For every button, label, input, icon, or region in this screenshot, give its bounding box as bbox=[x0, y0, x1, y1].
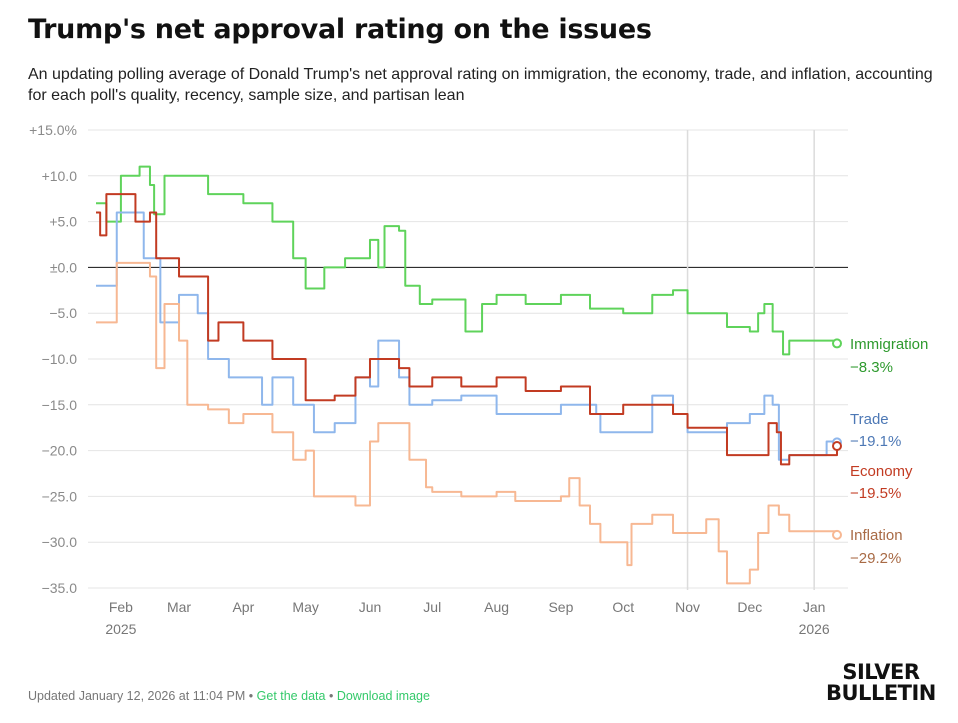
series-line-inflation bbox=[96, 261, 838, 585]
legend-value-inflation: −29.2% bbox=[850, 550, 901, 567]
end-marker-inflation bbox=[832, 529, 842, 540]
chart-title: Trump's net approval rating on the issue… bbox=[28, 14, 652, 45]
y-tick-label: +5.0 bbox=[49, 214, 77, 230]
x-tick-label: Sep bbox=[548, 599, 573, 615]
x-tick-label: Mar bbox=[167, 599, 191, 615]
x-tick-label: Feb bbox=[109, 599, 133, 615]
footer: Updated January 12, 2026 at 11:04 PM • G… bbox=[28, 689, 430, 703]
updated-timestamp: Updated January 12, 2026 at 11:04 PM bbox=[28, 689, 246, 703]
legend-value-immigration: −8.3% bbox=[850, 359, 893, 376]
legend-value-economy: −19.5% bbox=[850, 485, 901, 502]
x-tick-year: 2025 bbox=[105, 621, 136, 637]
legend-label-trade: Trade bbox=[850, 411, 889, 428]
y-tick-label: −20.0 bbox=[42, 443, 78, 459]
series-line-economy bbox=[96, 193, 838, 466]
x-tick-label: May bbox=[292, 599, 318, 615]
silver-bulletin-logo: SILVER BULLETIN bbox=[826, 662, 936, 704]
download-image-link[interactable]: Download image bbox=[336, 689, 430, 703]
y-tick-label: +15.0% bbox=[29, 122, 77, 138]
x-tick-label: Jul bbox=[423, 599, 441, 615]
y-tick-label: −30.0 bbox=[42, 534, 78, 550]
x-tick-year: 2026 bbox=[799, 621, 830, 637]
x-tick-label: Jun bbox=[359, 599, 382, 615]
logo-line2: BULLETIN bbox=[826, 681, 936, 705]
x-tick-label: Dec bbox=[737, 599, 762, 615]
series-line-trade bbox=[96, 211, 838, 461]
legend-label-immigration: Immigration bbox=[850, 336, 928, 353]
series-line-immigration bbox=[96, 165, 838, 356]
logo-line1: SILVER bbox=[842, 660, 920, 684]
y-tick-label: −35.0 bbox=[42, 580, 78, 596]
y-tick-label: −15.0 bbox=[42, 397, 78, 413]
legend-label-economy: Economy bbox=[850, 463, 913, 480]
legend-value-trade: −19.1% bbox=[850, 433, 901, 450]
x-tick-label: Oct bbox=[612, 599, 634, 615]
x-tick-label: Nov bbox=[675, 599, 700, 615]
separator: • bbox=[248, 689, 254, 703]
get-data-link[interactable]: Get the data bbox=[256, 689, 326, 703]
x-tick-label: Apr bbox=[232, 599, 254, 615]
y-tick-label: ±0.0 bbox=[50, 259, 77, 275]
y-tick-label: −25.0 bbox=[42, 488, 78, 504]
y-tick-label: −10.0 bbox=[42, 351, 78, 367]
end-marker-economy bbox=[832, 441, 842, 452]
end-marker-immigration bbox=[832, 338, 842, 349]
x-tick-label: Jan bbox=[803, 599, 826, 615]
chart-subtitle: An updating polling average of Donald Tr… bbox=[28, 66, 933, 104]
y-tick-label: +10.0 bbox=[42, 168, 78, 184]
separator: • bbox=[328, 689, 334, 703]
legend-label-inflation: Inflation bbox=[850, 527, 903, 544]
y-tick-label: −5.0 bbox=[49, 305, 77, 321]
x-tick-label: Aug bbox=[484, 599, 509, 615]
